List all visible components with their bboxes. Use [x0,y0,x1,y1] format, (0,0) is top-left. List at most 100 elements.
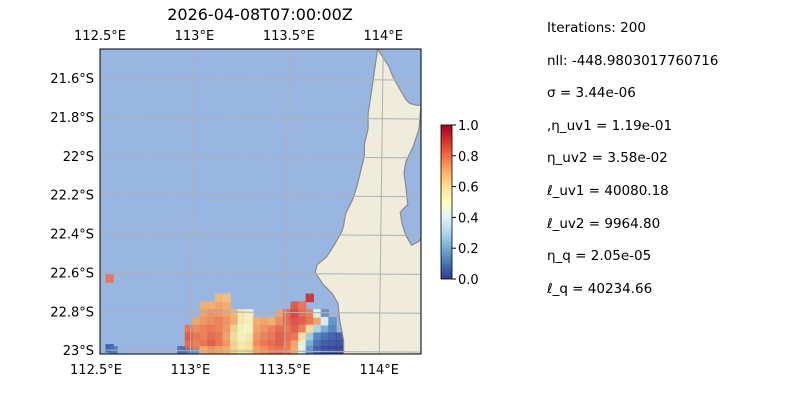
heatmap-cell [214,301,224,310]
heatmap-cell [260,340,269,349]
y-tick-label: 22.2°S [50,189,94,204]
heatmap-cell [245,324,254,334]
heatmap-cell [207,301,216,310]
heatmap-cell [207,332,216,341]
heatmap-cell [199,316,209,326]
stats-panel: Iterations: 200 nll: -448.9803017760716 … [547,20,719,313]
x-tick-label-bottom: 113°E [171,363,211,378]
heatmap-cell [305,316,314,326]
heatmap-cell [214,340,224,349]
heatmap-cell [305,324,314,334]
colorbar-tick-label: 0.8 [458,150,479,165]
heatmap-cell [305,309,314,318]
gridline-x [100,49,101,88]
heatmap-cell [275,346,284,354]
heatmap-cell [275,309,284,318]
y-axis: 21.6°S 21.8°S 22°S 22.2°S 22.4°S 22.6°S 22.8°S… [50,72,94,359]
heatmap-cell [298,346,307,354]
heatmap-cell [267,324,277,334]
heatmap-cell [275,324,284,334]
heatmap-cell [282,340,292,349]
heatmap-cell [222,324,231,334]
gridline-y [100,271,421,275]
x-axis: 112.5°E 112.5°E 113°E 113°E 113.5°E 113.5°E 11… [70,29,403,378]
heatmap-cell [305,293,314,303]
heatmap-cell [260,316,269,326]
heatmap-cell [245,346,254,354]
heatmap-cells [105,274,345,354]
heatmap-cell [207,346,216,354]
heatmap-cell [298,324,307,334]
heatmap-cell [192,316,201,326]
heatmap-cell [199,301,209,310]
heatmap-cell [252,324,262,334]
colorbar [440,124,453,280]
stat-sigma: σ = 3.44e-06 [547,85,636,102]
colorbar-ticks: 1.0 0.8 0.6 0.4 0.2 0.0 [452,119,479,288]
colorbar-tick-label: 0.2 [458,242,479,257]
heatmap-cell [313,309,322,318]
heatmap-cell [207,309,216,318]
heatmap-cell [177,346,186,354]
heatmap-cell [214,293,224,303]
heatmap-cell [252,332,262,341]
heatmap-cell [230,309,239,318]
heatmap-cell [298,309,307,318]
heatmap-cell [214,324,224,334]
heatmap-cell [320,346,330,354]
heatmap-cell [207,340,216,349]
heatmap-cell [230,316,239,326]
heatmap-cell [199,346,209,354]
heatmap-cell [260,324,269,334]
heatmap-cell [245,340,254,349]
gridline-y [100,116,421,120]
x-tick-label-top: 114°E [363,29,403,44]
stat-nll: nll: -448.9803017760716 [547,52,719,69]
heatmap-cell [305,346,314,354]
x-tick-label-top: 113°E [175,29,215,44]
heatmap-cell [282,332,292,341]
heatmap-cell [335,346,345,354]
heatmap-cell [192,324,201,334]
y-tick-label: 22.4°S [50,228,94,243]
x-tick-label-bottom: 113.5°E [259,363,311,378]
gridline-y [100,233,421,237]
heatmap-cell [207,324,216,334]
heatmap-cell [313,346,322,354]
heatmap-cell [328,332,337,341]
heatmap-cell [290,346,299,354]
chart-title: 2026-04-08T07:00:00Z [167,5,353,24]
heatmap-cell [237,340,246,349]
heatmap-cell [230,324,239,334]
heatmap-cell [298,332,307,341]
heatmap-cell [230,346,239,354]
heatmap-cell [214,346,224,354]
heatmap-cell [328,346,337,354]
heatmap-cell [222,293,231,303]
heatmap-cell [190,346,199,354]
heatmap-cell [214,332,224,341]
heatmap-cell [305,332,314,341]
heatmap-cell [335,332,345,341]
heatmap-cell [298,340,307,349]
heatmap-cell [199,340,209,349]
x-tick-label-top: 113.5°E [263,29,315,44]
heatmap-cell [290,309,299,318]
heatmap-cell [222,346,231,354]
heatmap-cell [305,340,314,349]
heatmap-cell [313,324,322,334]
heatmap-cell [267,340,277,349]
y-tick-label: 22°S [63,150,94,165]
heatmap-cell [214,309,224,318]
heatmap-cell [320,332,330,341]
heatmap-cell [290,301,299,310]
heatmap-cell [237,316,246,326]
heatmap-cell [290,316,299,326]
colorbar-tick-label: 1.0 [458,119,479,134]
heatmap-cell [237,324,246,334]
colorbar-tick-label: 0.6 [458,181,479,196]
y-tick-label: 21.6°S [50,72,94,87]
heatmap-cell [328,340,337,349]
y-tick-label: 22.8°S [50,305,94,320]
heatmap-cell [222,332,231,341]
